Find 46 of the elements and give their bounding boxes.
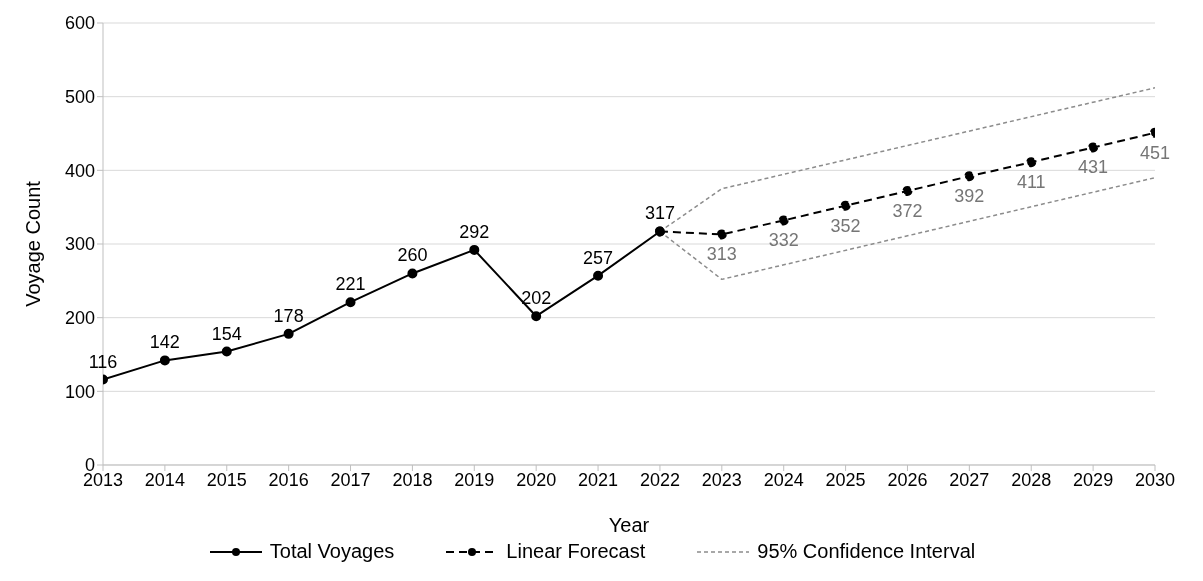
x-tick-label: 2019 [454,469,495,490]
data-label: 317 [644,203,675,224]
data-label: 178 [273,305,304,326]
x-tick-label: 2027 [949,469,990,490]
legend-label: Total Voyages [269,540,395,563]
x-tick-label: 2018 [392,469,433,490]
x-tick-label: 2028 [1011,469,1052,490]
x-tick-label: 2017 [330,469,371,490]
y-tick-label: 600 [64,13,95,34]
x-tick-label: 2026 [887,469,928,490]
data-label: 313 [706,244,737,265]
data-label: 154 [211,323,242,344]
x-tick-label: 2023 [701,469,742,490]
x-tick-label: 2015 [206,469,247,490]
x-tick-label: 2020 [516,469,557,490]
data-label: 292 [459,221,490,242]
data-label: 431 [1078,157,1109,178]
data-label: 260 [397,245,428,266]
y-tick-label: 300 [64,234,95,255]
x-tick-label: 2016 [268,469,309,490]
x-axis-title: Year [608,514,650,536]
x-tick-label: 2014 [144,469,185,490]
y-tick-label: 100 [64,381,95,402]
y-tick-label: 500 [64,87,95,108]
data-label: 411 [1016,172,1046,193]
legend-label: 95% Confidence Interval [757,540,976,563]
data-label: 221 [335,274,366,295]
data-label: 352 [830,215,861,236]
x-tick-label: 2030 [1134,469,1176,490]
data-label: 257 [583,247,614,268]
data-label: 202 [521,288,552,309]
x-tick-label: 2024 [763,469,804,490]
legend-label: Linear Forecast [506,540,646,563]
data-label: 142 [149,332,180,353]
x-tick-label: 2025 [825,469,866,490]
y-tick-label: 400 [64,160,95,181]
x-tick-label: 2022 [639,469,680,490]
data-label: 372 [892,200,923,221]
data-label: 392 [954,186,985,207]
x-tick-label: 2029 [1073,469,1114,490]
y-tick-label: 200 [64,308,95,329]
data-label: 116 [88,351,118,372]
data-label: 332 [768,230,799,251]
data-label: 451 [1139,142,1171,163]
x-tick-label: 2021 [578,469,619,490]
y-axis-title: Voyage Count [22,180,45,307]
